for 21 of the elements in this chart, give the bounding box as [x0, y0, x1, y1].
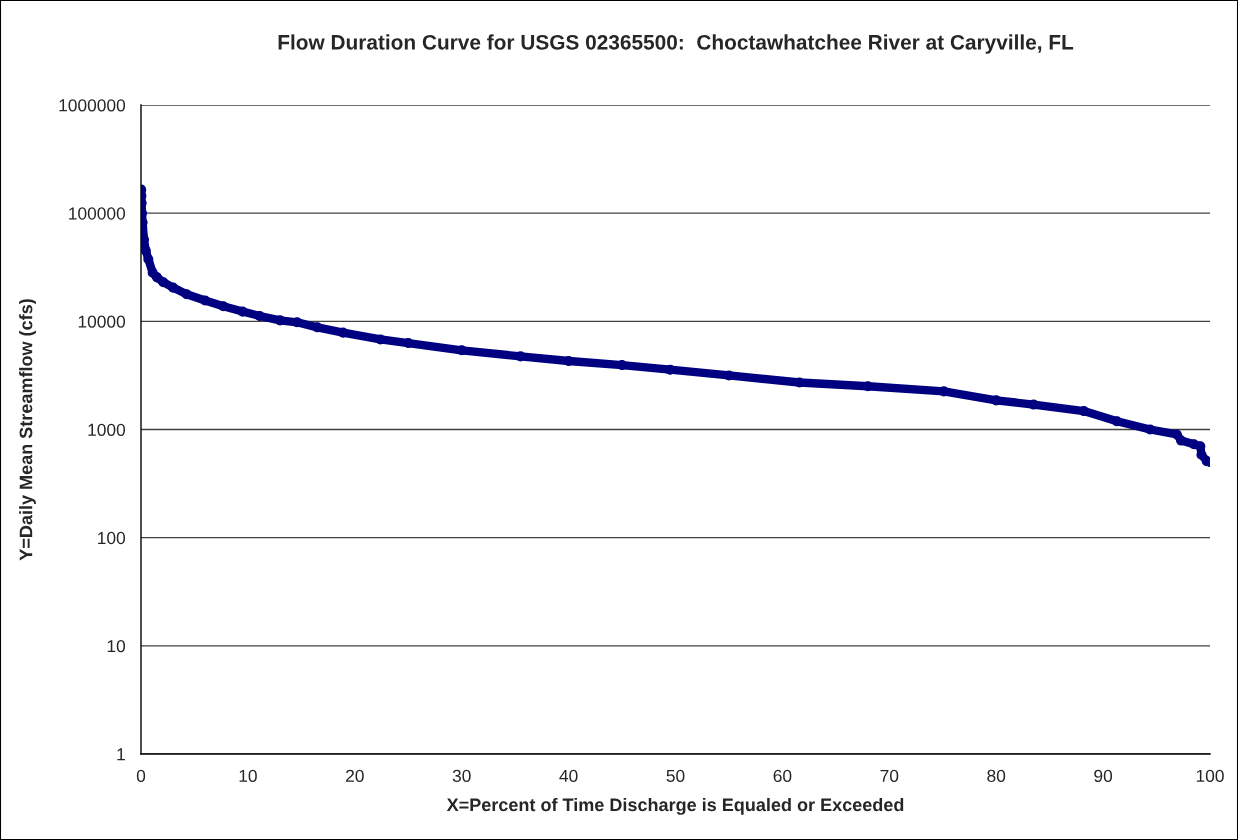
x-tick-label: 20 — [346, 769, 364, 783]
x-axis-title: X=Percent of Time Discharge is Equaled or Exceeded — [446, 797, 904, 815]
x-tick-label: 10 — [239, 769, 257, 783]
x-tick-label: 80 — [987, 769, 1006, 783]
x-tick-label: 100 — [1196, 769, 1224, 783]
x-tick-label: 70 — [880, 769, 899, 783]
x-tick-label: 0 — [136, 769, 146, 783]
y-tick-label: 1000000 — [59, 99, 126, 112]
x-tick-label: 50 — [666, 769, 685, 783]
y-tick-label: 100000 — [69, 207, 126, 220]
x-tick-label: 30 — [452, 769, 471, 783]
y-axis-title: Y=Daily Mean Streamflow (cfs) — [19, 299, 36, 561]
x-tick-label: 60 — [773, 769, 792, 783]
y-tick-label: 1 — [117, 748, 125, 761]
y-tick-label: 10000 — [78, 315, 126, 328]
x-tick-label: 40 — [559, 769, 578, 783]
chart-title: Flow Duration Curve for USGS 02365500: Choctawhatchee River at Caryville, FL — [278, 34, 1074, 54]
y-tick-label: 1000 — [88, 423, 126, 436]
y-tick-label: 100 — [98, 531, 126, 545]
y-tick-label: 10 — [107, 640, 126, 653]
x-tick-label: 90 — [1094, 769, 1113, 783]
